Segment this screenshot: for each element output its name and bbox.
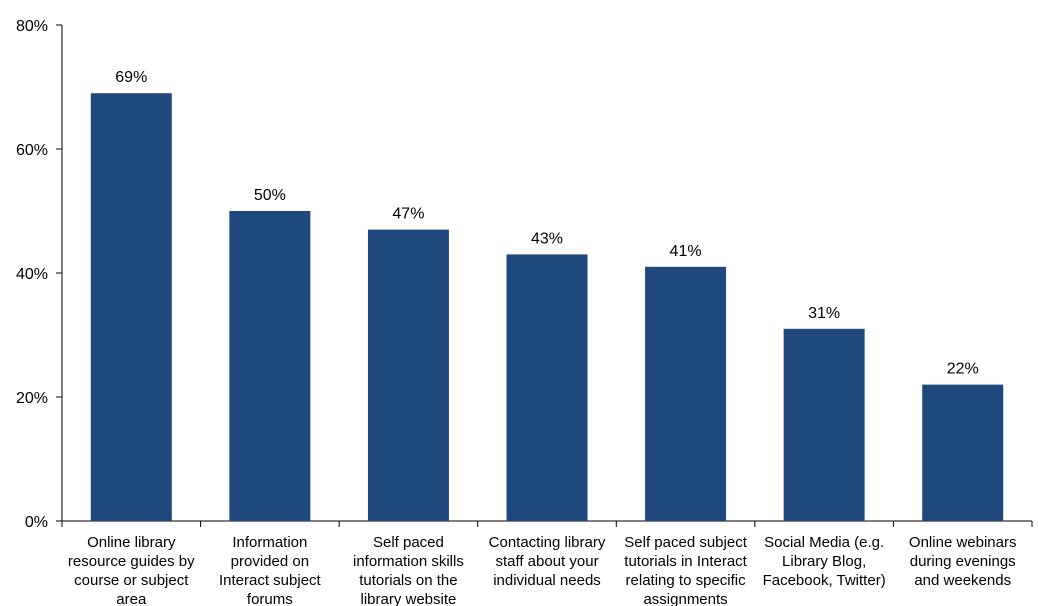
category-label-line: and weekends: [914, 572, 1011, 589]
category-label-line: Interact subject: [219, 572, 322, 589]
bar: [506, 254, 588, 521]
data-label: 47%: [392, 206, 424, 223]
category-label-line: Online webinars: [909, 534, 1017, 551]
bar: [645, 266, 727, 521]
bar: [783, 328, 865, 521]
y-axis: 0% 20% 40% 60% 80%: [16, 18, 63, 531]
category-label-line: Library Blog,: [782, 553, 866, 570]
data-label: 43%: [531, 230, 563, 247]
data-label: 22%: [947, 361, 979, 378]
category-label-line: Online library: [87, 534, 176, 551]
category-label-line: Information: [232, 534, 307, 551]
category-label-line: assignments: [643, 591, 727, 606]
category-label-line: Self paced subject: [624, 534, 747, 551]
y-tick-label: 20%: [16, 390, 48, 407]
category-label-line: Facebook, Twitter): [763, 572, 886, 589]
bars: [90, 93, 1004, 521]
x-axis: [61, 520, 1033, 527]
category-label-line: individual needs: [493, 572, 601, 589]
category-label-line: Social Media (e.g.: [764, 534, 884, 551]
category-label-line: relating to specific: [626, 572, 747, 589]
category-label-line: course or subject: [74, 572, 189, 589]
category-label-line: resource guides by: [68, 553, 195, 570]
category-label-line: provided on: [231, 553, 309, 570]
category-label-line: during evenings: [910, 553, 1016, 570]
y-tick-label: 0%: [25, 514, 48, 531]
category-label-line: forums: [247, 591, 293, 606]
data-label: 50%: [254, 187, 286, 204]
category-labels: Online library resource guides by course o…: [68, 534, 1017, 606]
category-label: Self paced information skills tutorials on…: [353, 534, 464, 606]
bar: [922, 384, 1004, 521]
category-label: Self paced subject tutorials in Interact r…: [624, 534, 747, 606]
category-label: Online webinars during evenings and weeken…: [909, 534, 1017, 589]
category-label-line: staff about your: [495, 553, 598, 570]
data-label: 31%: [808, 305, 840, 322]
category-label-line: Contacting library: [489, 534, 606, 551]
y-tick-label: 40%: [16, 266, 48, 283]
bar: [229, 211, 311, 521]
category-label: Contacting library staff about your indivi…: [489, 534, 606, 589]
bar: [367, 229, 449, 521]
data-label: 41%: [670, 243, 702, 260]
category-label-line: information skills: [353, 553, 464, 570]
bar: [90, 93, 172, 521]
category-label-line: tutorials on the: [359, 572, 457, 589]
category-label-line: area: [116, 591, 147, 606]
category-label-line: tutorials in Interact: [624, 553, 747, 570]
category-label-line: library website: [360, 591, 456, 606]
data-labels: 69% 50% 47% 43% 41% 31% 22%: [115, 69, 978, 377]
data-label: 69%: [115, 69, 147, 86]
category-label-line: Self paced: [373, 534, 444, 551]
category-label: Social Media (e.g. Library Blog, Facebook,…: [763, 534, 886, 589]
category-label: Information provided on Interact subject fo…: [219, 534, 322, 606]
y-tick-label: 80%: [16, 18, 48, 35]
y-tick-label: 60%: [16, 142, 48, 159]
category-label: Online library resource guides by course o…: [68, 534, 195, 606]
